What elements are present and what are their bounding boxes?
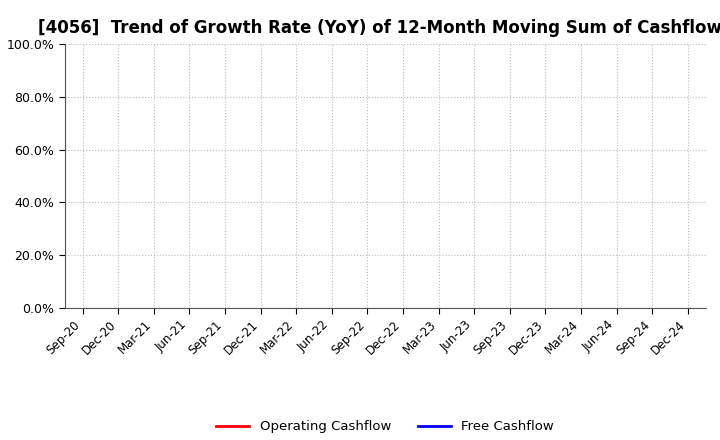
Legend: Operating Cashflow, Free Cashflow: Operating Cashflow, Free Cashflow [211, 415, 559, 439]
Title: [4056]  Trend of Growth Rate (YoY) of 12-Month Moving Sum of Cashflows: [4056] Trend of Growth Rate (YoY) of 12-… [38, 19, 720, 37]
